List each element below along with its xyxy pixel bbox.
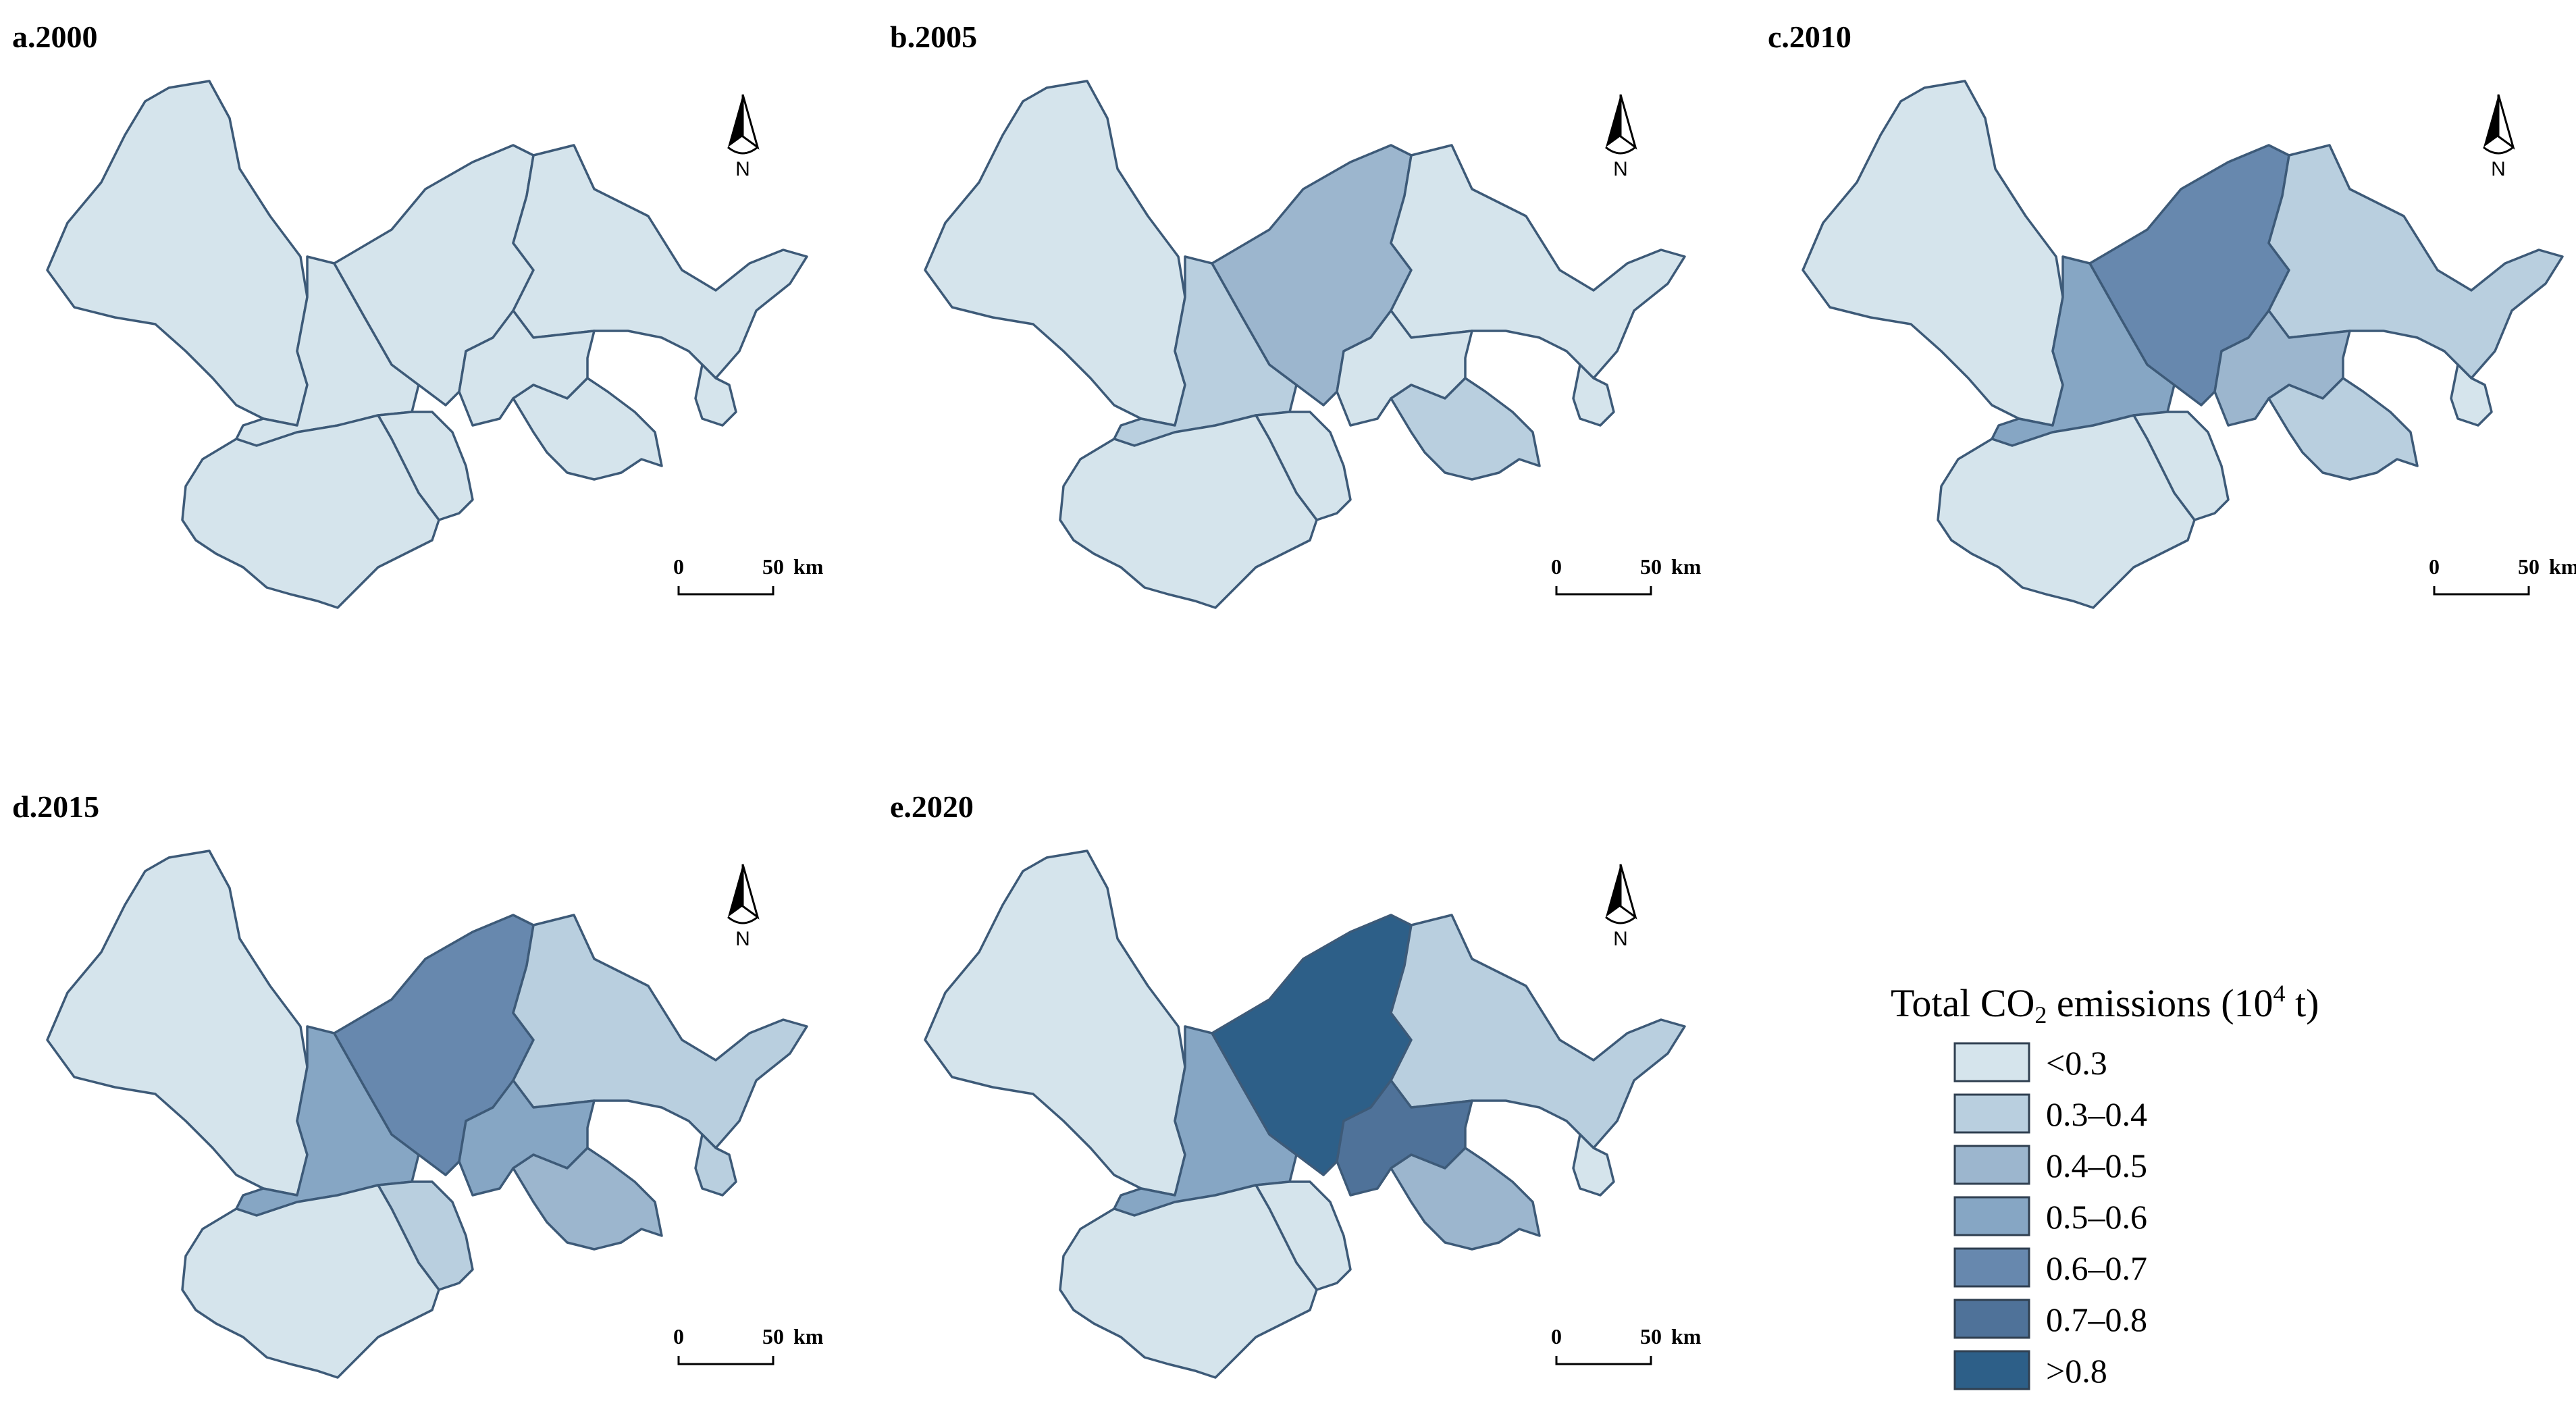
map-panel-2: c.2010 N 0 50 km xyxy=(1768,20,2576,609)
map-regions xyxy=(924,80,1686,609)
map-panel-1: b.2005 N 0 50 km xyxy=(890,20,1702,609)
legend-label: 0.4–0.5 xyxy=(2046,1147,2147,1184)
scale-fifty: 50 xyxy=(762,1324,784,1349)
panel-label: b.2005 xyxy=(890,20,977,54)
scale-fifty: 50 xyxy=(2518,554,2540,579)
region-8 xyxy=(181,414,440,609)
scale-unit: km xyxy=(1671,1324,1702,1349)
region-3 xyxy=(1390,144,1686,380)
region-5 xyxy=(512,377,663,481)
scale-zero: 0 xyxy=(1551,1324,1562,1349)
legend-item-6: >0.8 xyxy=(1953,1350,2107,1390)
map-regions xyxy=(46,849,808,1379)
region-5 xyxy=(512,1147,663,1251)
north-arrow-icon: N xyxy=(727,94,760,180)
legend-item-2: 0.4–0.5 xyxy=(1953,1145,2147,1185)
scale-fifty: 50 xyxy=(1640,554,1662,579)
region-8 xyxy=(1059,414,1318,609)
scale-unit: km xyxy=(1671,554,1702,579)
legend-swatch xyxy=(1953,1247,2030,1288)
map-panel-3: d.2015 N 0 50 km xyxy=(12,789,824,1379)
scale-zero: 0 xyxy=(2429,554,2440,579)
scale-unit: km xyxy=(793,554,824,579)
north-label: N xyxy=(735,158,750,180)
region-0 xyxy=(46,80,309,427)
legend-swatch xyxy=(1953,1299,2030,1339)
legend-label: 0.7–0.8 xyxy=(2046,1301,2147,1338)
legend-label: 0.5–0.6 xyxy=(2046,1198,2147,1236)
north-label: N xyxy=(1613,928,1628,950)
panel-label: e.2020 xyxy=(890,789,974,824)
region-8 xyxy=(1937,414,2196,609)
region-8 xyxy=(181,1184,440,1379)
legend-item-4: 0.6–0.7 xyxy=(1953,1247,2147,1288)
legend-swatch xyxy=(1953,1196,2030,1236)
region-3 xyxy=(2267,144,2564,380)
north-arrow-icon: N xyxy=(1605,864,1637,950)
scale-fifty: 50 xyxy=(1640,1324,1662,1349)
north-label: N xyxy=(1613,158,1628,180)
legend-item-1: 0.3–0.4 xyxy=(1953,1093,2147,1134)
scale-bar: 0 50 km xyxy=(1551,1324,1702,1365)
map-panel-4: e.2020 N 0 50 km xyxy=(890,789,1702,1379)
scale-zero: 0 xyxy=(673,554,684,579)
panel-label: c.2010 xyxy=(1768,20,1851,54)
region-5 xyxy=(1390,1147,1541,1251)
region-7 xyxy=(2450,363,2493,427)
scale-bar: 0 50 km xyxy=(1551,554,1702,596)
region-0 xyxy=(924,80,1186,427)
region-7 xyxy=(694,1133,737,1197)
scale-zero: 0 xyxy=(673,1324,684,1349)
north-arrow-icon: N xyxy=(2483,94,2515,180)
region-3 xyxy=(1390,914,1686,1149)
region-3 xyxy=(512,144,808,380)
region-7 xyxy=(1572,1133,1615,1197)
map-regions xyxy=(1802,80,2564,609)
legend-label: <0.3 xyxy=(2046,1044,2107,1082)
region-8 xyxy=(1059,1184,1318,1379)
north-arrow-icon: N xyxy=(727,864,760,950)
legend-swatch xyxy=(1953,1350,2030,1390)
region-0 xyxy=(924,849,1186,1197)
north-label: N xyxy=(2491,158,2506,180)
legend-item-5: 0.7–0.8 xyxy=(1953,1299,2147,1339)
panel-label: d.2015 xyxy=(12,789,99,824)
legend-item-0: <0.3 xyxy=(1953,1042,2107,1082)
legend-label: 0.3–0.4 xyxy=(2046,1095,2147,1133)
scale-zero: 0 xyxy=(1551,554,1562,579)
legend-title: Total CO2 emissions (104 t) xyxy=(1891,980,2319,1028)
legend-swatch xyxy=(1953,1042,2030,1082)
region-3 xyxy=(512,914,808,1149)
scale-unit: km xyxy=(793,1324,824,1349)
north-label: N xyxy=(735,928,750,950)
scale-bar: 0 50 km xyxy=(673,1324,824,1365)
region-7 xyxy=(694,363,737,427)
legend-label: >0.8 xyxy=(2046,1352,2107,1390)
scale-fifty: 50 xyxy=(762,554,784,579)
legend-swatch xyxy=(1953,1145,2030,1185)
map-panel-0: a.2000 N 0 50 km xyxy=(12,20,824,609)
map-regions xyxy=(924,849,1686,1379)
legend: Total CO2 emissions (104 t) <0.3 0.3–0.4 0.… xyxy=(1891,980,2319,1390)
legend-item-3: 0.5–0.6 xyxy=(1953,1196,2147,1236)
region-5 xyxy=(2267,377,2419,481)
north-arrow-icon: N xyxy=(1605,94,1637,180)
scale-bar: 0 50 km xyxy=(673,554,824,596)
legend-swatch xyxy=(1953,1093,2030,1134)
region-0 xyxy=(1802,80,2064,427)
region-5 xyxy=(1390,377,1541,481)
region-0 xyxy=(46,849,309,1197)
panel-label: a.2000 xyxy=(12,20,98,54)
scale-unit: km xyxy=(2549,554,2576,579)
region-7 xyxy=(1572,363,1615,427)
legend-label: 0.6–0.7 xyxy=(2046,1249,2147,1287)
map-regions xyxy=(46,80,808,609)
scale-bar: 0 50 km xyxy=(2429,554,2576,596)
